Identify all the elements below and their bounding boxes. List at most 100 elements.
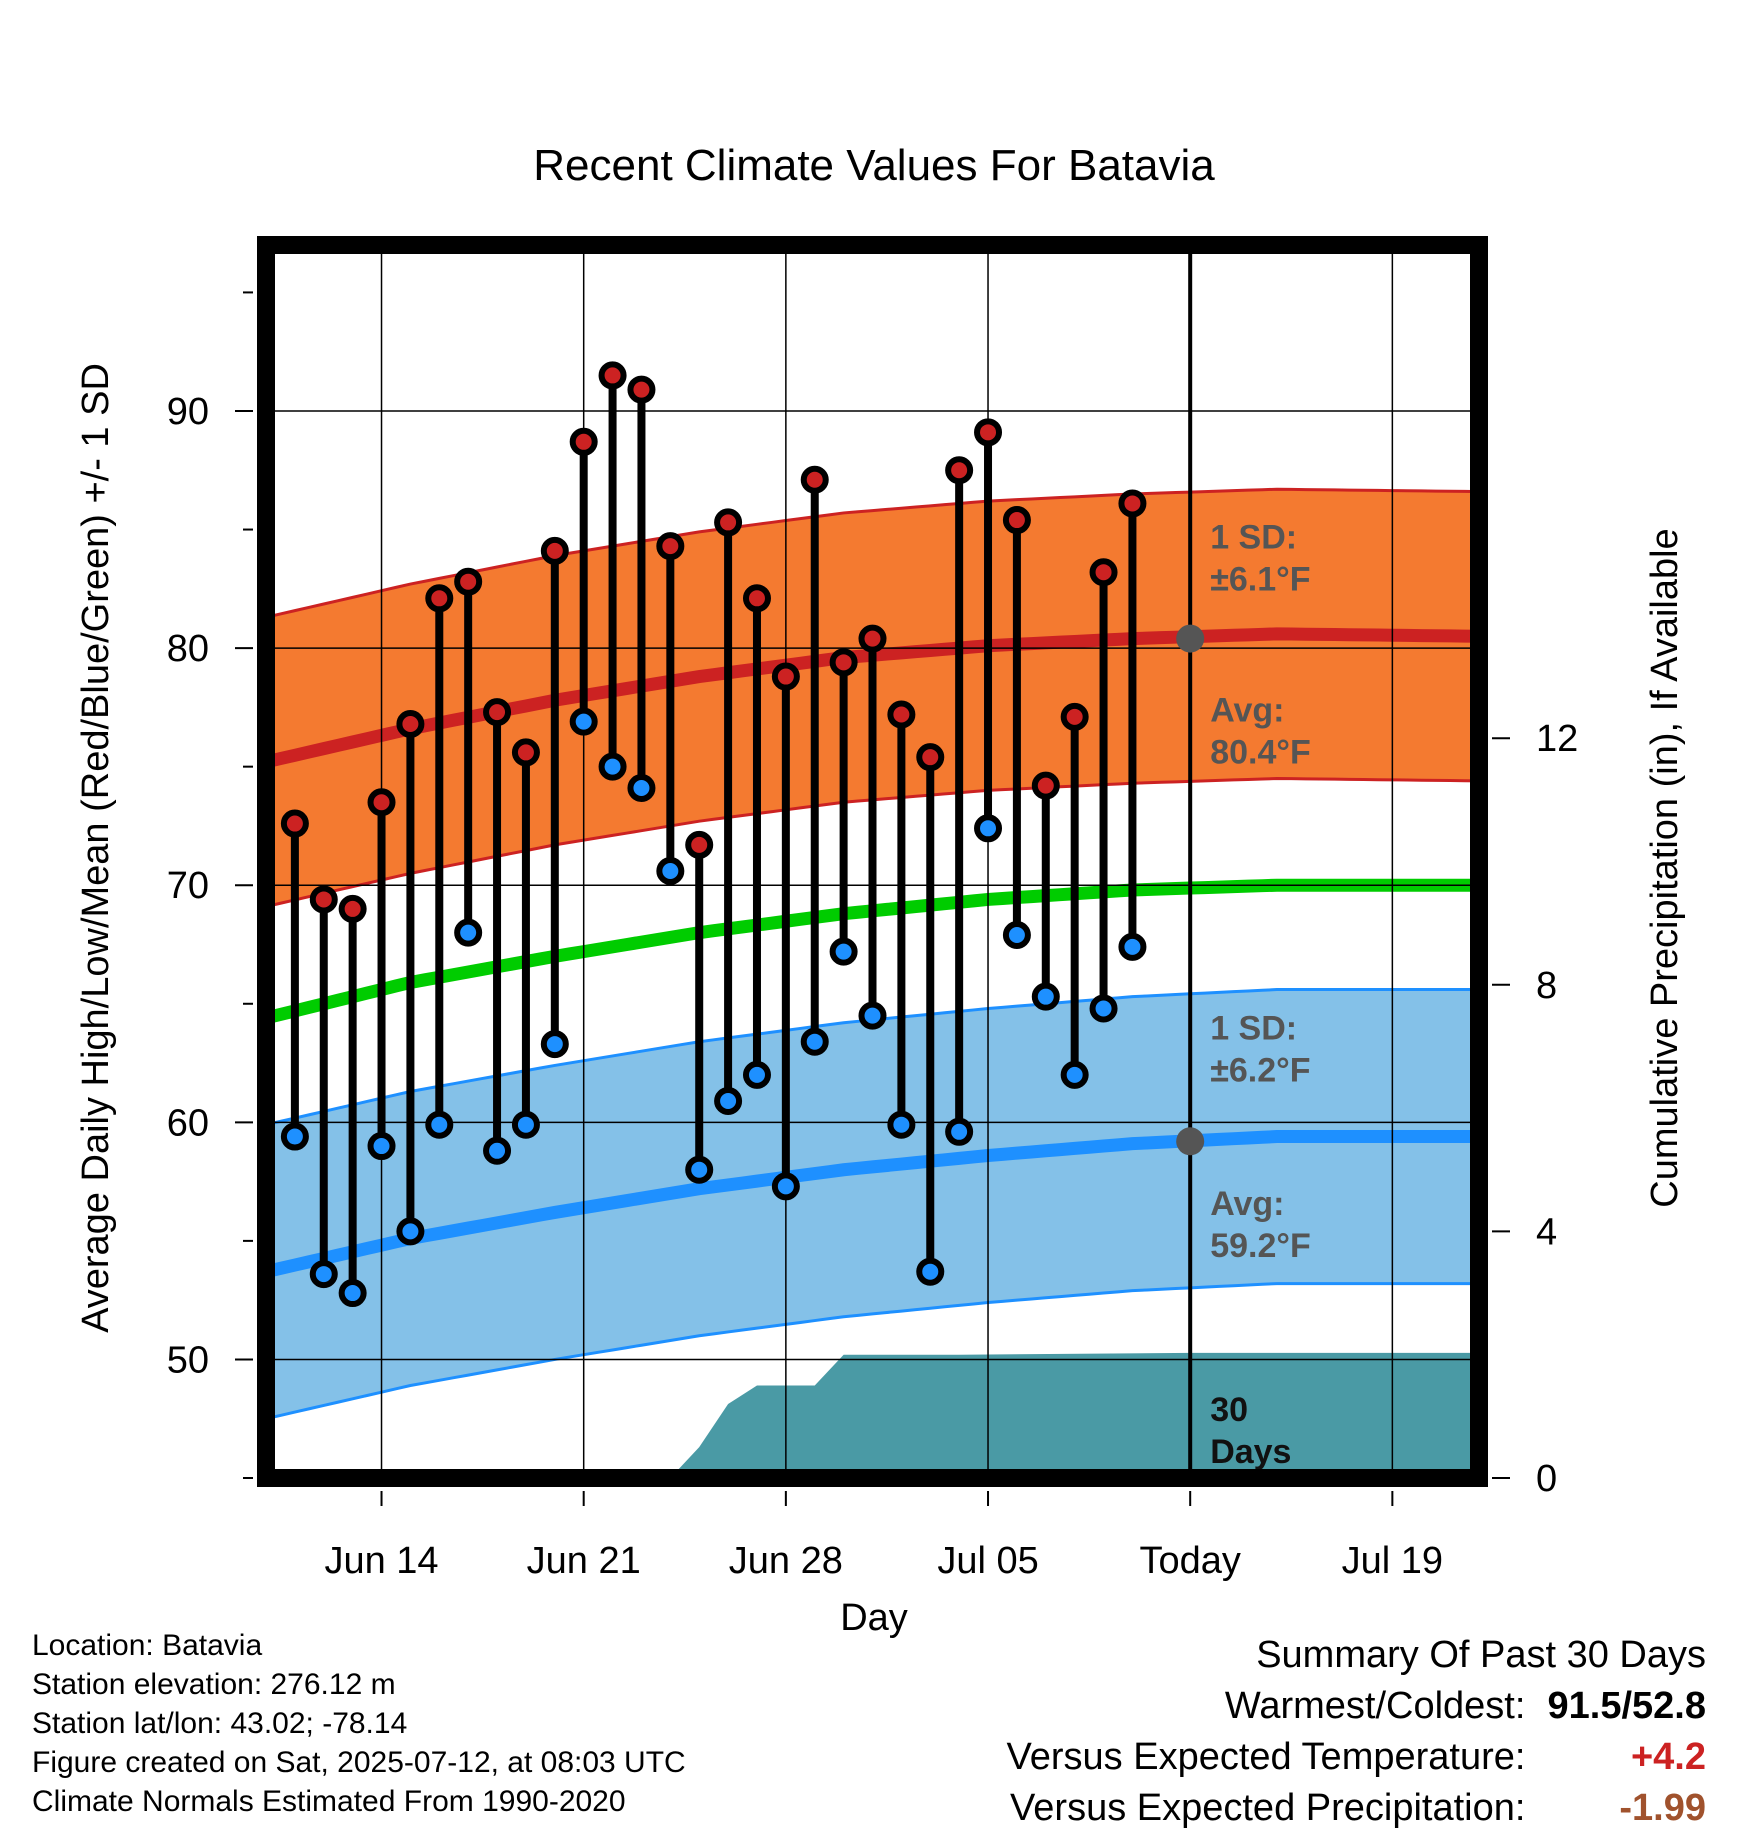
- high-avg-annotation-line: 80.4°F: [1210, 734, 1311, 772]
- y-axis-label: Average Daily High/Low/Mean (Red/Blue/Gr…: [75, 363, 117, 1333]
- low-avg-annotation-line: Avg:: [1210, 1185, 1284, 1223]
- x-tick-label: Jul 05: [937, 1540, 1038, 1582]
- low-avg-annotation-line: 59.2°F: [1210, 1227, 1311, 1265]
- daily-high-point: [598, 361, 627, 390]
- high-sd-annotation-line: 1 SD:: [1210, 519, 1297, 557]
- y-tick-label: 80: [167, 628, 209, 670]
- daily-low-point: [1118, 932, 1147, 961]
- precip-anomaly-value: -1.99: [1619, 1787, 1706, 1829]
- x-tick-label: Jun 21: [527, 1540, 641, 1582]
- y2-tick-label: 4: [1536, 1211, 1557, 1253]
- daily-low-point: [280, 1122, 309, 1151]
- daily-high-point: [656, 532, 685, 561]
- summary-precip: Versus Expected Precipitation: -1.99: [1007, 1783, 1706, 1834]
- summary-panel: Summary Of Past 30 Days Warmest/Coldest:…: [1007, 1630, 1706, 1834]
- daily-high-point: [829, 648, 858, 677]
- daily-low-point: [540, 1030, 569, 1059]
- daily-high-point: [425, 584, 454, 613]
- x-tick-label: Today: [1139, 1540, 1240, 1582]
- daily-low-point: [656, 856, 685, 885]
- daily-high-point: [1031, 771, 1060, 800]
- daily-high-point: [627, 375, 656, 404]
- daily-low-point: [454, 918, 483, 947]
- daily-high-point: [1150, 0, 1172, 11]
- daily-high-point: [569, 427, 598, 456]
- daily-high-point: [367, 788, 396, 817]
- daily-low-point: [916, 1257, 945, 1286]
- low-avg-annotation: Avg: 59.2°F: [1210, 1185, 1311, 1265]
- daily-low-point: [800, 1027, 829, 1056]
- daily-low-point: [1031, 982, 1060, 1011]
- y-tick-label: 60: [167, 1102, 209, 1144]
- normal-low-line: [266, 1130, 1479, 1279]
- low-sd-annotation-line: 1 SD:: [1210, 1009, 1297, 1047]
- daily-high-point: [771, 662, 800, 691]
- daily-high-point: [396, 709, 425, 738]
- daily-high-point: [1060, 702, 1089, 731]
- daily-low-point: [945, 1117, 974, 1146]
- warm-cold-label: Warmest/Coldest:: [1224, 1685, 1526, 1727]
- today-high-avg-marker: [1176, 624, 1205, 653]
- period-annotation-line: 30: [1210, 1391, 1248, 1429]
- daily-high-point: [1089, 558, 1118, 587]
- daily-low-point: [1089, 994, 1118, 1023]
- daily-low-point: [771, 1172, 800, 1201]
- daily-low-point: [887, 1110, 916, 1139]
- daily-high-point: [454, 567, 483, 596]
- daily-high-point: [858, 624, 887, 653]
- daily-low-point: [858, 1001, 887, 1030]
- x-tick-label: Jul 19: [1342, 1540, 1443, 1582]
- normals-text: Climate Normals Estimated From 1990-2020: [32, 1785, 626, 1818]
- daily-high-point: [685, 830, 714, 859]
- daily-low-point: [685, 1155, 714, 1184]
- y-tick-label: 90: [167, 391, 209, 433]
- daily-high-point: [483, 698, 512, 727]
- daily-low-point: [338, 1279, 367, 1308]
- today-low-avg-marker: [1176, 1127, 1205, 1156]
- latlon-text: Station lat/lon: 43.02; -78.14: [32, 1707, 408, 1740]
- station-info: Location: Batavia Station elevation: 276…: [32, 1626, 686, 1821]
- temp-anomaly-label: Versus Expected Temperature:: [1006, 1736, 1526, 1778]
- daily-high-point: [280, 809, 309, 838]
- plot-area: 1 SD: ±6.1°F Avg: 80.4°F 1 SD: ±6.2°F Avg: 59.2…: [167, 0, 1578, 1582]
- daily-low-point: [483, 1136, 512, 1165]
- summary-title: Summary Of Past 30 Days: [1256, 1634, 1706, 1676]
- daily-high-point: [540, 536, 569, 565]
- daily-high-point: [916, 743, 945, 772]
- high-sd-annotation: 1 SD: ±6.1°F: [1210, 519, 1310, 599]
- daily-high-point: [338, 894, 367, 923]
- daily-low-point: [714, 1086, 743, 1115]
- daily-high-point: [714, 508, 743, 537]
- daily-low-point: [1060, 1060, 1089, 1089]
- y-tick-label: 70: [167, 865, 209, 907]
- plot-frame: [257, 236, 1488, 1487]
- daily-low-point: [742, 1060, 771, 1089]
- daily-high-point: [742, 584, 771, 613]
- daily-high-point: [1118, 489, 1147, 518]
- y-tick-label: 50: [167, 1339, 209, 1381]
- summary-warm-cold: Warmest/Coldest: 91.5/52.8: [1007, 1681, 1706, 1732]
- daily-low-point: [598, 752, 627, 781]
- temp-anomaly-value: +4.2: [1630, 1736, 1706, 1778]
- low-sd-annotation-line: ±6.2°F: [1210, 1051, 1310, 1089]
- period-annotation-line: Days: [1210, 1433, 1291, 1471]
- daily-high-point: [1002, 506, 1031, 535]
- y2-axis-label: Cumulative Precipitation (in), If Availa…: [1644, 528, 1686, 1207]
- high-avg-annotation-line: Avg:: [1210, 692, 1284, 730]
- location-text: Location: Batavia: [32, 1629, 263, 1662]
- daily-high-point: [974, 418, 1003, 447]
- daily-low-point: [425, 1110, 454, 1139]
- y2-tick-label: 8: [1536, 965, 1557, 1007]
- y2-tick-label: 12: [1536, 718, 1578, 760]
- high-avg-annotation: Avg: 80.4°F: [1210, 692, 1311, 772]
- y2-tick-label: 0: [1536, 1458, 1557, 1500]
- daily-low-point: [1002, 921, 1031, 950]
- daily-low-point: [367, 1132, 396, 1161]
- high-sd-annotation-line: ±6.1°F: [1210, 561, 1310, 599]
- daily-high-point: [945, 456, 974, 485]
- daily-high-point: [800, 465, 829, 494]
- daily-high-point: [887, 700, 916, 729]
- x-axis-label: Day: [840, 1597, 908, 1639]
- period-annotation: 30 Days: [1210, 1391, 1291, 1471]
